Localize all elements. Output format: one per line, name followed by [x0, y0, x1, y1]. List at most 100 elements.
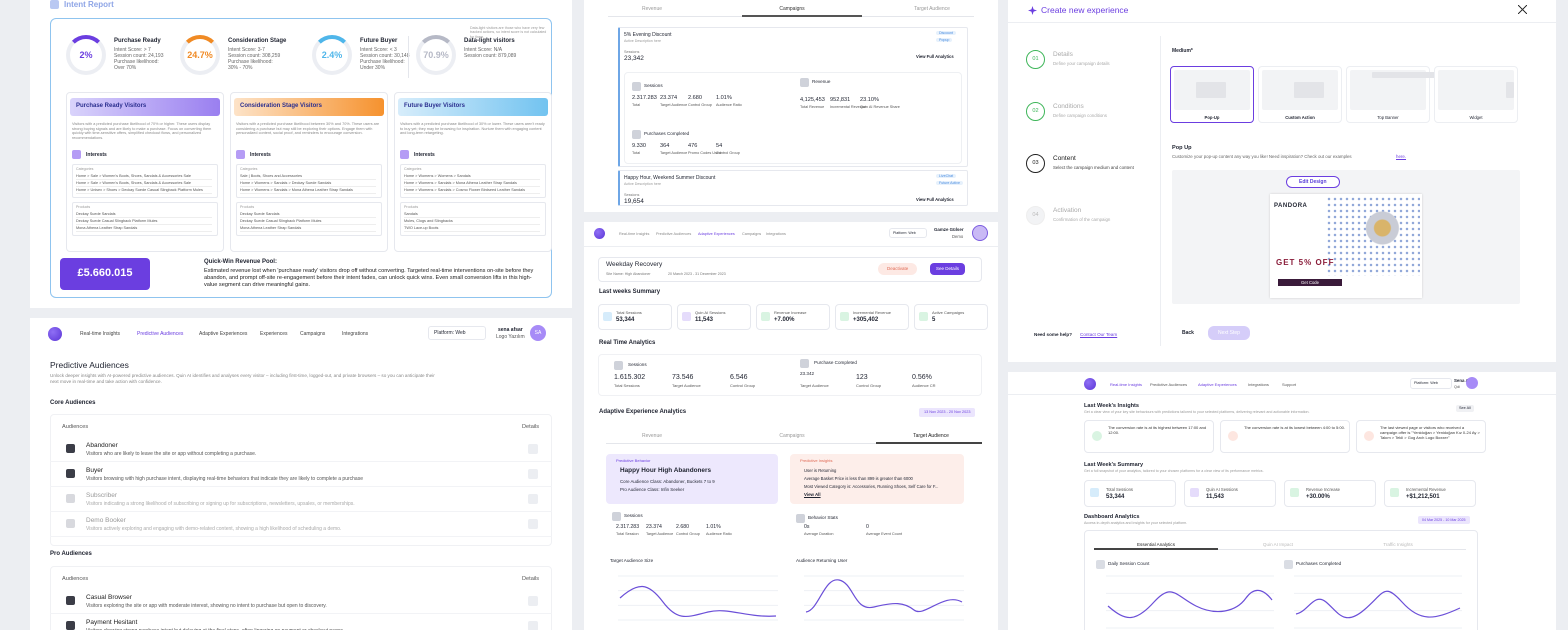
nav-item[interactable]: Adaptive Experiences [199, 331, 248, 337]
category-item: Home > Womens > Sandals > Mona Athena Le… [240, 188, 376, 194]
option-preview [1438, 70, 1514, 110]
nav-item[interactable]: Campaigns [742, 232, 762, 236]
nav-item[interactable]: Real-time Insights [80, 331, 121, 337]
nav-item[interactable]: Predictive Audiences [656, 232, 692, 236]
realtime-card [598, 354, 982, 396]
popup-link[interactable]: here. [1396, 154, 1407, 159]
campaign-meta: Active Description here [624, 182, 661, 186]
product-item: Deckay Suede Casual Slingback Platform M… [240, 219, 376, 225]
analytics-link[interactable]: View Full Analytics [916, 197, 954, 202]
details-button[interactable] [528, 621, 538, 630]
step-number: 01 [1032, 56, 1039, 62]
user-name: sena afsar [498, 327, 523, 333]
platform-select [1410, 378, 1452, 389]
intent-ring [416, 35, 456, 75]
intent-pct: 2.4% [321, 50, 343, 60]
logo [48, 327, 62, 341]
nav-item[interactable]: Adaptive Experiences [1198, 382, 1237, 387]
stat-label: Promo Codes Used [688, 151, 722, 155]
details-button[interactable] [528, 494, 538, 504]
deactivate-button[interactable]: Deactivate [878, 263, 918, 275]
tab[interactable]: Campaigns [779, 6, 805, 12]
option-label[interactable]: Custom Action [1285, 115, 1315, 120]
option-label[interactable]: Widget [1469, 115, 1483, 120]
row-divider [50, 461, 552, 462]
step-desc: Confirmation of the campaign [1053, 217, 1111, 222]
summary-value: +7.00% [774, 317, 795, 323]
step-name: Activation [1053, 207, 1082, 214]
intent-line: Under 30% [360, 65, 386, 71]
stat-value: 4,125,453 [800, 97, 825, 103]
details-button[interactable] [528, 469, 538, 479]
analytics-link[interactable]: View Full Analytics [916, 54, 954, 59]
stat-title: Sessions [624, 513, 643, 518]
tab[interactable]: Essential Analytics [1136, 542, 1176, 547]
stat-value: 2.317.283 [616, 524, 640, 530]
stat-value: 73.546 [672, 374, 694, 381]
stat-icon [612, 512, 621, 521]
option-label[interactable]: Pop-Up [1204, 115, 1220, 120]
stat-value: 9.330 [632, 143, 646, 149]
details-button[interactable] [528, 444, 538, 454]
tab[interactable]: Target Audience [913, 433, 949, 439]
tab[interactable]: Campaigns [779, 433, 805, 439]
summary-icon [1390, 488, 1399, 497]
products-box [236, 202, 382, 236]
nav-item[interactable]: Adaptive Experiences [698, 232, 735, 236]
stat-value: 952,831 [830, 97, 851, 103]
tab[interactable]: Target Audience [914, 6, 950, 12]
nav-item[interactable]: Real-time Insights [1110, 382, 1143, 387]
stat-label: Total Session [616, 532, 639, 536]
tab[interactable]: Revenue [641, 6, 662, 12]
column-header [398, 98, 548, 116]
tab[interactable]: Traffic Insights [1383, 542, 1413, 547]
category-item: Home > Womens > Sandals > Cosmo Flower B… [404, 188, 540, 194]
nav-item[interactable]: Integrations [1248, 382, 1269, 387]
group-label: Categories [76, 167, 94, 171]
intent-line: Session count: 30,148 [360, 53, 410, 59]
tab[interactable]: Quin AI Impact [1262, 542, 1294, 547]
insight-text: The conversion rate is at its lowest bet… [1244, 425, 1345, 430]
nav-item[interactable]: Support [1282, 382, 1297, 387]
trend-line [619, 585, 777, 617]
nav-item[interactable]: Predictive Audiences [1150, 382, 1188, 387]
section-title: Real Time Analytics [599, 340, 656, 346]
see-all-button[interactable]: See All [1456, 405, 1474, 412]
nav-item[interactable]: Real-time Insights [619, 232, 650, 236]
card-line: Pro Audience Class: Infin Seeker [620, 487, 685, 492]
details-button[interactable]: See Details [930, 263, 966, 275]
details-button[interactable] [528, 596, 538, 606]
product-item: Sandals [404, 212, 540, 218]
stat-icon [800, 78, 809, 87]
nav-item[interactable]: Integrations [766, 232, 786, 236]
close-button[interactable] [1518, 5, 1527, 14]
nav-item[interactable]: Campaigns [300, 331, 326, 337]
nav-item[interactable]: Experiences [260, 331, 288, 337]
stat-label: Audience CR [912, 383, 936, 388]
group-label: Products [76, 205, 91, 209]
edit-design-button[interactable]: Edit Design [1286, 176, 1340, 189]
intent-name: Consideration Stage [228, 38, 287, 44]
campaign-name: 5% Evening Discount [624, 32, 672, 38]
details-button[interactable] [528, 519, 538, 529]
nav-item[interactable]: Predictive Audiences [137, 331, 184, 337]
stat-value: 1.01% [716, 95, 732, 101]
tab[interactable]: Revenue [641, 433, 662, 439]
platform-select [889, 228, 927, 238]
row-icon [66, 444, 75, 453]
view-all-link[interactable]: View All [804, 492, 821, 497]
summary-card [1084, 480, 1176, 507]
intent-line: Over 70% [114, 65, 137, 71]
categories-box [72, 164, 218, 198]
audience-name: Payment Hesitant [86, 619, 138, 626]
next-button[interactable]: Next Step [1208, 326, 1250, 341]
option-label[interactable]: Top Banner [1377, 115, 1399, 120]
stat-value: 2.680 [676, 524, 689, 530]
audience-table [50, 414, 552, 546]
get-code-button[interactable]: Get Code [1278, 279, 1342, 287]
back-button[interactable]: Back [1182, 330, 1194, 336]
platform-label: Platform: Web [434, 330, 466, 336]
nav-item[interactable]: Integrations [342, 331, 369, 337]
contact-link[interactable]: Contact Our Team [1080, 332, 1118, 337]
